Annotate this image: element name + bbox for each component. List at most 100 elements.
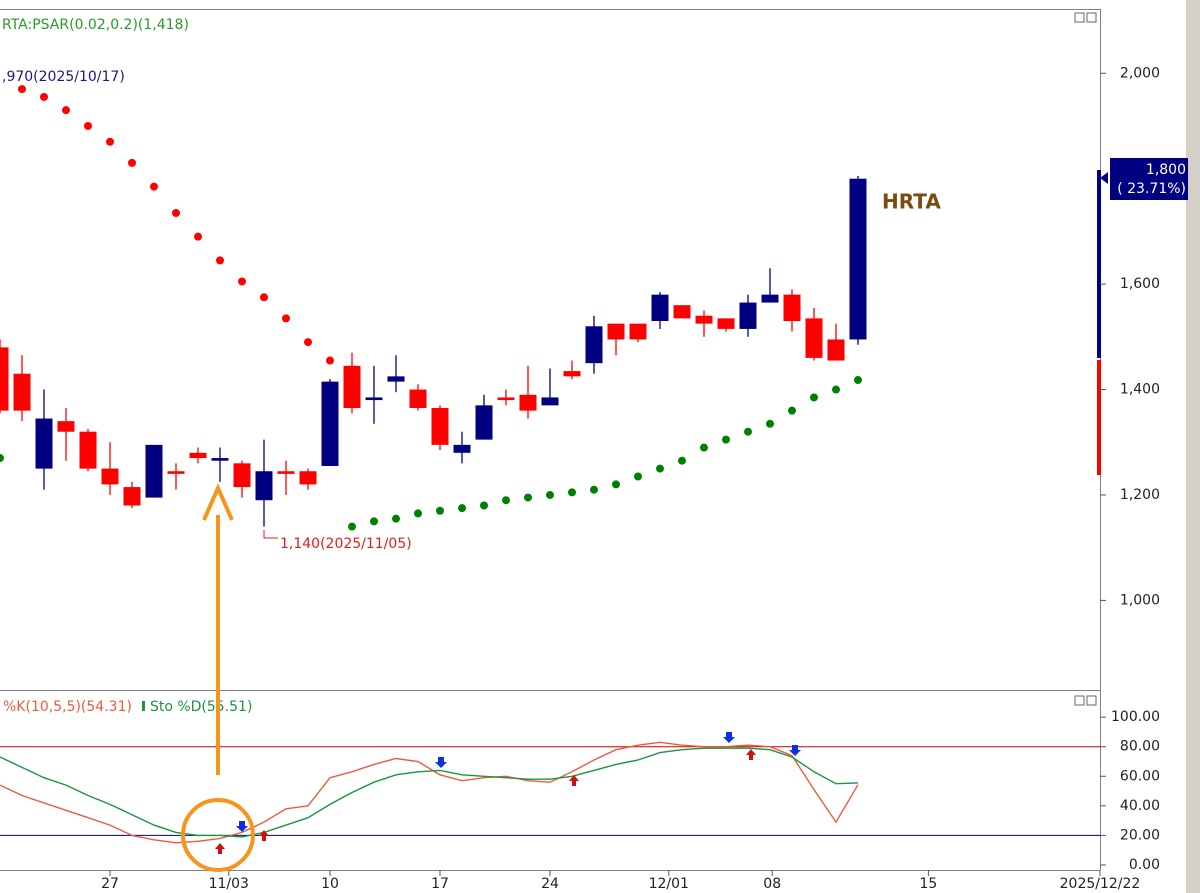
psar-dot [656,464,664,473]
candle-body [739,302,757,329]
legend-swatch [141,701,145,711]
psar-dot [106,137,114,146]
candle-body [101,468,119,485]
x-tick-label: 27 [101,876,119,892]
indicator-label: RTA:PSAR(0.02,0.2)(1,418) [2,17,189,33]
candle-body [651,294,669,322]
psar-dot [282,314,290,323]
psar-dot [766,419,774,428]
stochastic-line [0,747,859,838]
panel-button[interactable] [1074,12,1085,23]
psar-dot [634,472,642,481]
annotation-shape [259,830,269,841]
psar-dot [40,92,48,101]
annotation-shape [569,775,579,786]
annotation: ,970(2025/10/17) [2,69,125,85]
candle-body [0,347,9,411]
psar-dot [788,406,796,415]
candle-body [321,381,339,466]
candle-body [365,397,383,401]
ticker: HRTA [882,190,941,214]
psar-dot [194,232,202,241]
candle-body [35,418,53,469]
candle-body [453,444,471,453]
psar-dot [304,338,312,347]
x-tick-label: 08 [763,876,781,892]
annotation-shape [723,732,735,743]
last-price: 1,800 [1146,162,1186,178]
candle-body [145,444,163,498]
y-tick-label: 100.00 [1111,709,1160,725]
psar-dot [326,356,334,365]
psar-dot [0,454,4,463]
psar-dot [348,522,356,531]
candle-body [585,326,603,364]
candle-body [255,471,273,501]
panel-button[interactable] [1074,695,1085,706]
psar-dot [260,293,268,302]
psar-dot [722,435,730,444]
candle-body [827,339,845,361]
candle-body [475,405,493,440]
panel-button[interactable] [1086,12,1097,23]
x-tick-label: 10 [321,876,339,892]
annotation-shape [236,821,248,832]
candle-body [607,323,625,340]
psar-dot [62,106,70,115]
legend-entry: %K(10,5,5)(54.31) [3,699,132,715]
candle-body [497,397,515,401]
candle-body [629,323,647,340]
candle-body [695,315,713,324]
candle-body [805,318,823,358]
psar-dot [150,182,158,191]
psar-dot [678,456,686,465]
candle-body [409,389,427,408]
candle-body [541,397,559,406]
price-profile [1097,170,1101,358]
psar-dot [590,485,598,494]
psar-dot [216,256,224,265]
candle-body [673,305,691,319]
y-tick-label: 20.00 [1120,827,1160,843]
y-tick-label: 0.00 [1129,857,1160,873]
psar-dot [238,277,246,286]
psar-dot [18,85,26,94]
price-marker [1110,158,1188,200]
psar-dot [524,493,532,502]
psar-dot [832,385,840,394]
candle-body [277,471,295,474]
candle-body [783,294,801,322]
psar-dot [546,490,554,499]
candle-body [57,421,75,432]
stochastic-line [0,741,859,844]
y-tick-label: 60.00 [1120,768,1160,784]
x-tick-label: 11/03 [209,876,249,892]
x-tick-label: 2025/12/22 [1060,876,1141,892]
side-strip [1186,0,1200,893]
candle-body [343,365,361,408]
psar-dot [128,158,136,167]
psar-dot [172,208,180,217]
candle-body [717,318,735,329]
psar-dot [392,514,400,523]
candle-body [849,178,867,340]
psar-dot [744,427,752,436]
psar-dot [436,506,444,515]
y-tick-label: 1,000 [1120,592,1160,608]
y-tick-label: 1,200 [1120,487,1160,503]
price-pointer [1100,172,1108,184]
psar-dot [370,517,378,526]
candle-body [761,294,779,303]
candle-body [167,471,185,474]
candle-body [211,458,229,461]
y-tick-label: 40.00 [1120,798,1160,814]
x-tick-label: 24 [541,876,559,892]
psar-dot [612,480,620,489]
annotation-shape [746,749,756,760]
y-tick-label: 2,000 [1120,65,1160,81]
psar-dot [854,376,862,385]
panel-button[interactable] [1086,695,1097,706]
x-tick-label: 15 [919,876,937,892]
